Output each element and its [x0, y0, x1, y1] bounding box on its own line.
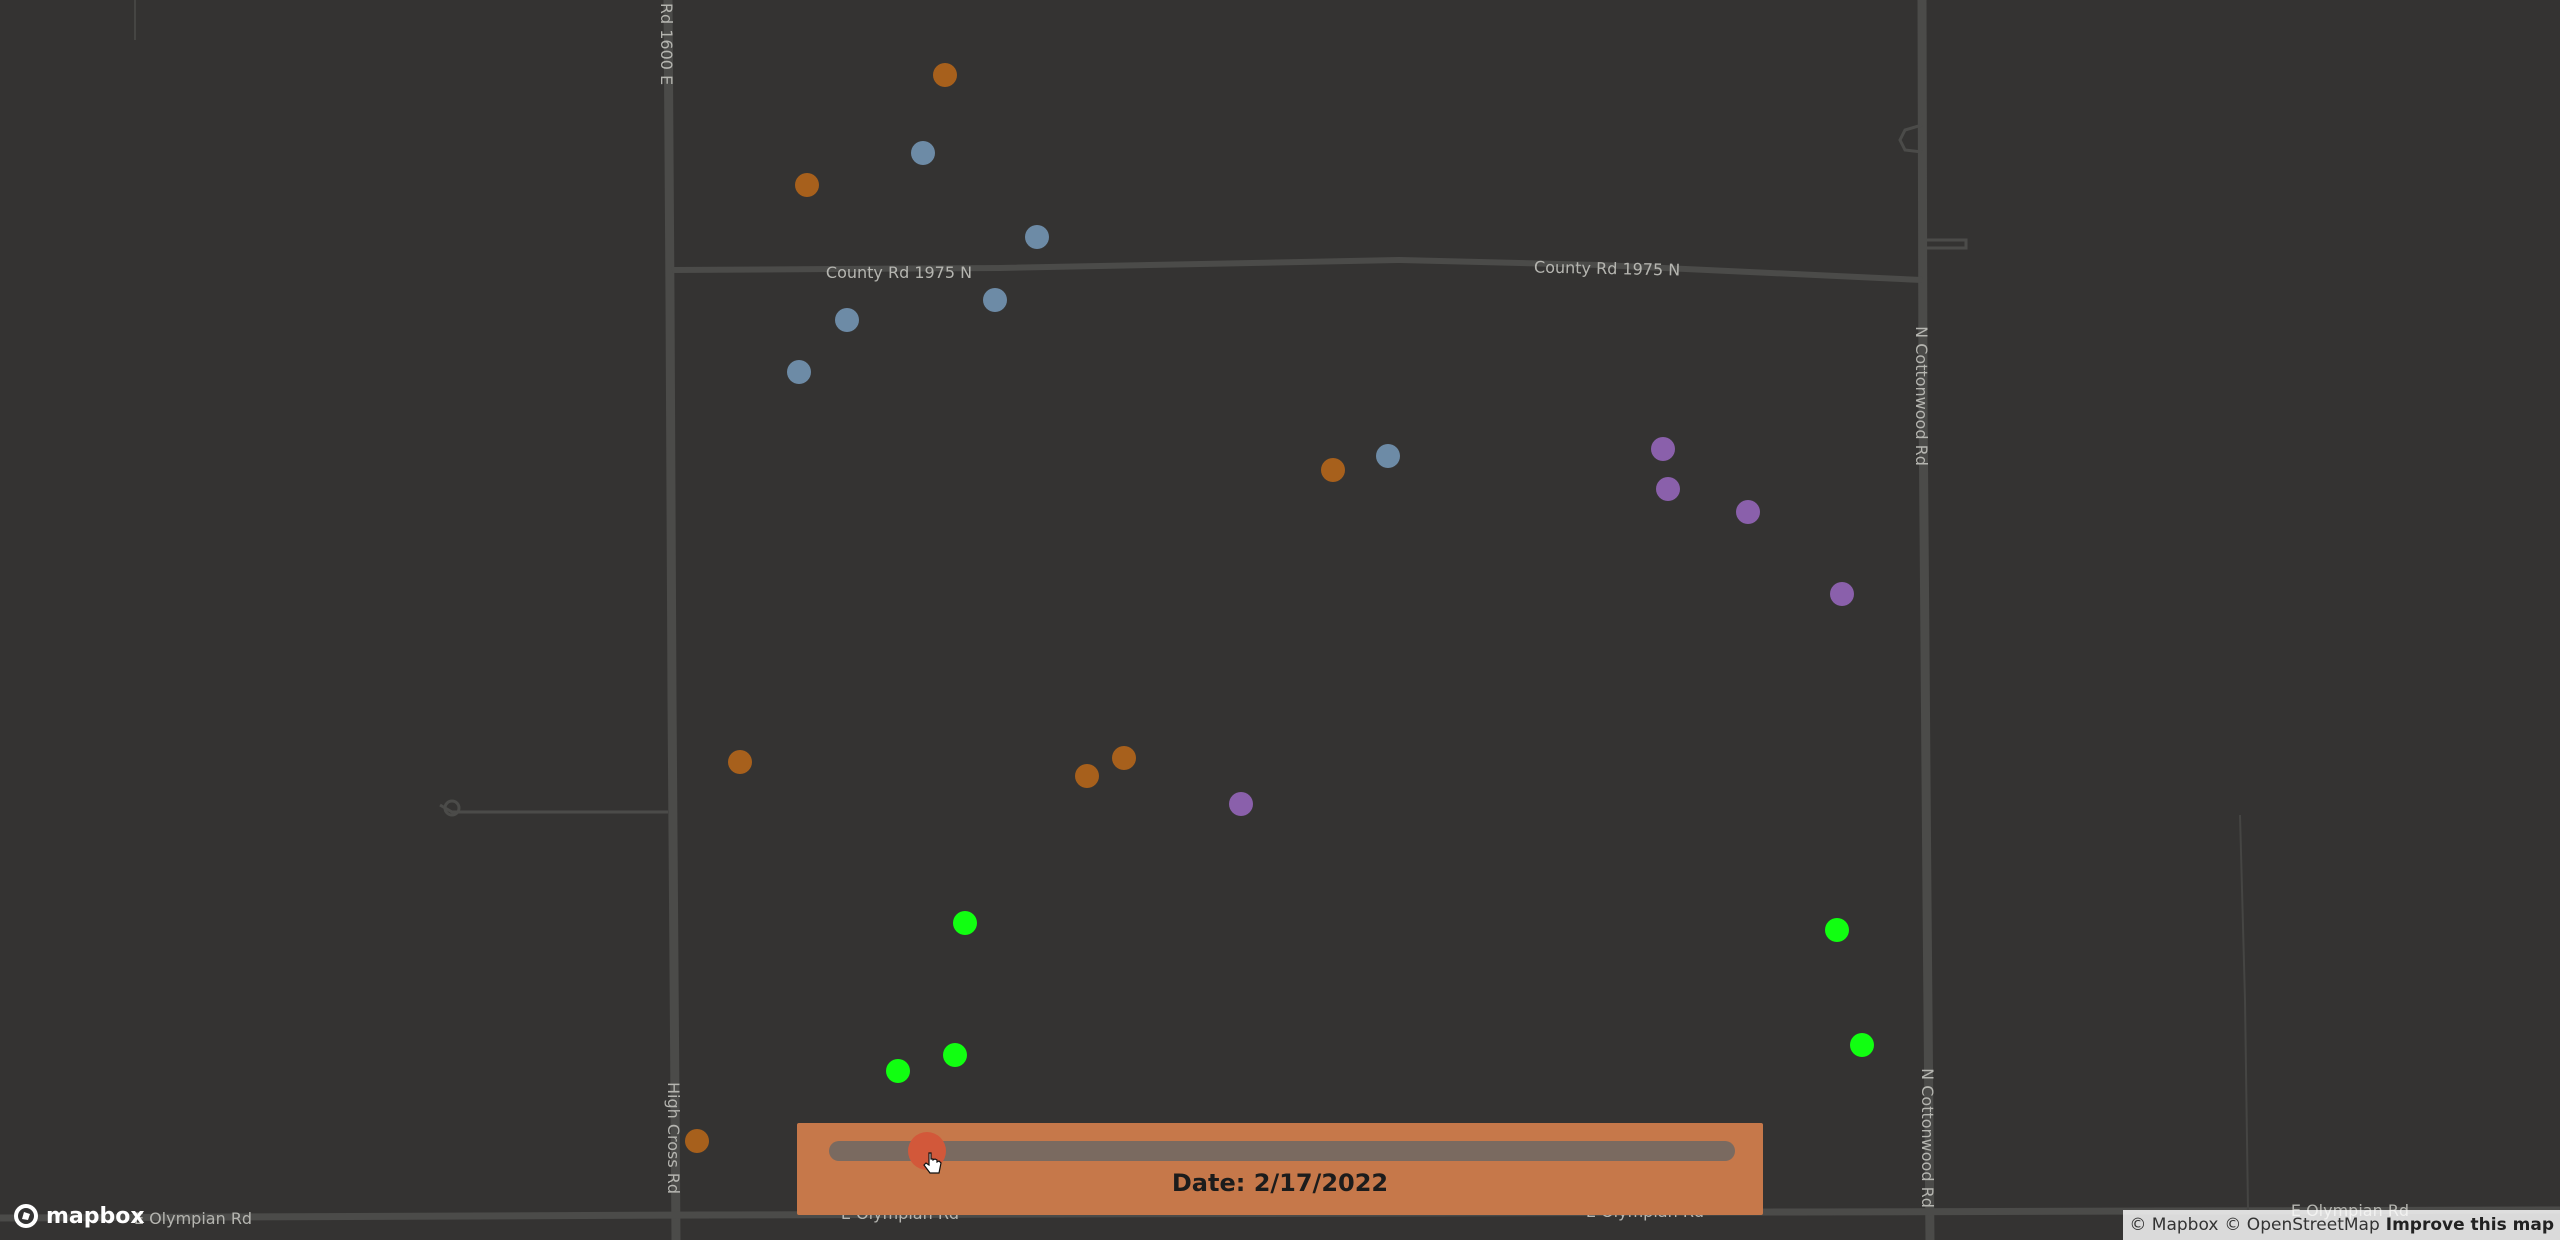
osm-attribution-link[interactable]: © OpenStreetMap [2224, 1215, 2380, 1235]
map-point-orange[interactable] [795, 173, 819, 197]
road-county-rd-1975n [671, 256, 1923, 283]
map-point-green[interactable] [1825, 918, 1849, 942]
data-points [685, 63, 1874, 1153]
map-point-blue[interactable] [911, 141, 935, 165]
mapbox-logo-text: mapbox [46, 1203, 145, 1229]
map-point-green[interactable] [943, 1043, 967, 1067]
map-point-purple[interactable] [1736, 500, 1760, 524]
date-label: Date: 2/17/2022 [1171, 1169, 1389, 1197]
road-cul-de-sac [443, 799, 461, 817]
map-point-orange[interactable] [933, 63, 957, 87]
map-point-green[interactable] [886, 1059, 910, 1083]
map-point-green[interactable] [1850, 1033, 1874, 1057]
road-labels: County Rd 1975 N County Rd 1975 N Rd 160… [134, 3, 2409, 1228]
map-point-orange[interactable] [1075, 764, 1099, 788]
map-point-orange[interactable] [728, 750, 752, 774]
mapbox-attribution-link[interactable]: © Mapbox [2129, 1215, 2219, 1235]
map-point-purple[interactable] [1830, 582, 1854, 606]
date-slider-thumb[interactable] [907, 1132, 946, 1170]
road-rd-1600e [663, 0, 681, 1240]
map-point-purple[interactable] [1229, 792, 1253, 816]
road-label-e-olympian-rd-left: E Olympian Rd [134, 1209, 252, 1228]
road-label-high-cross-rd: High Cross Rd [664, 1082, 683, 1194]
date-slider-track[interactable] [829, 1132, 1735, 1174]
road-east-spur [1922, 238, 1968, 250]
map-attribution: © Mapbox © OpenStreetMap Improve this ma… [2123, 1210, 2560, 1240]
mapbox-logo-icon [14, 1204, 38, 1228]
road-label-county-rd-1975n-west: County Rd 1975 N [826, 263, 972, 282]
map-point-orange[interactable] [685, 1129, 709, 1153]
map-point-blue[interactable] [787, 360, 811, 384]
map-point-blue[interactable] [835, 308, 859, 332]
road-label-county-rd-1975n-east: County Rd 1975 N [1534, 257, 1681, 279]
road-label-rd-1600e: Rd 1600 E [657, 3, 676, 85]
improve-map-link[interactable]: Improve this map [2385, 1215, 2554, 1235]
map-point-purple[interactable] [1656, 477, 1680, 501]
road-n-cottonwood-rd [1917, 0, 1935, 1240]
map-point-blue[interactable] [1025, 225, 1049, 249]
mapbox-logo[interactable]: mapbox [12, 1202, 145, 1230]
map-point-blue[interactable] [983, 288, 1007, 312]
road-east-track [2239, 814, 2249, 1211]
date-slider-panel: Date: 2/17/2022 [797, 1123, 1763, 1215]
map-point-orange[interactable] [1112, 746, 1136, 770]
road-east-loop [1898, 123, 1923, 154]
map-point-green[interactable] [953, 911, 977, 935]
road-label-n-cottonwood-rd-lower: N Cottonwood Rd [1918, 1068, 1937, 1208]
map-point-blue[interactable] [1376, 444, 1400, 468]
map-point-orange[interactable] [1321, 458, 1345, 482]
road-west-spur [439, 803, 668, 814]
road-label-n-cottonwood-rd-upper: N Cottonwood Rd [1912, 326, 1931, 466]
map-point-purple[interactable] [1651, 437, 1675, 461]
